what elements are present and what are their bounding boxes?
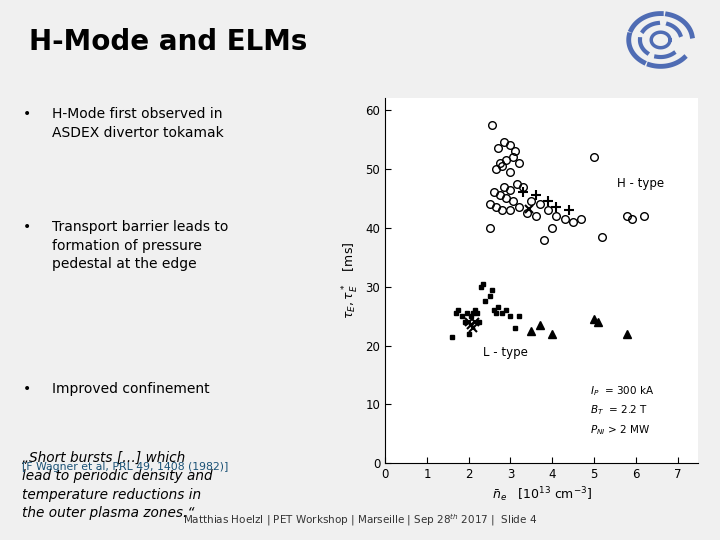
Text: [F Wagner et al, PRL 49, 1408 (1982)]: [F Wagner et al, PRL 49, 1408 (1982)] [22, 462, 229, 472]
Text: $I_P$  = 300 kA
$B_T$  = 2.2 T
$P_{NI}$ > 2 MW: $I_P$ = 300 kA $B_T$ = 2.2 T $P_{NI}$ > … [590, 384, 654, 437]
Text: H-Mode and ELMs: H-Mode and ELMs [29, 28, 307, 56]
Y-axis label: $\tau_E, \tau_E^*$   [ms]: $\tau_E, \tau_E^*$ [ms] [341, 242, 361, 320]
Text: •: • [22, 107, 31, 121]
X-axis label: $\bar{n}_e$   $[10^{13}$ cm$^{-3}]$: $\bar{n}_e$ $[10^{13}$ cm$^{-3}]$ [492, 485, 592, 504]
Text: •: • [22, 220, 31, 234]
Text: Transport barrier leads to
formation of pressure
pedestal at the edge: Transport barrier leads to formation of … [53, 220, 229, 271]
Text: H - type: H - type [617, 177, 664, 190]
Text: Improved confinement: Improved confinement [53, 382, 210, 396]
Text: Matthias Hoelzl | PET Workshop | Marseille | Sep 28$^{th}$ 2017 |  Slide 4: Matthias Hoelzl | PET Workshop | Marseil… [183, 512, 537, 528]
Text: H-Mode first observed in
ASDEX divertor tokamak: H-Mode first observed in ASDEX divertor … [53, 107, 224, 140]
Text: „Short bursts […] which
lead to periodic density and
temperature reductions in
t: „Short bursts […] which lead to periodic… [22, 451, 213, 520]
Text: •: • [22, 382, 31, 396]
Text: L - type: L - type [483, 346, 528, 359]
